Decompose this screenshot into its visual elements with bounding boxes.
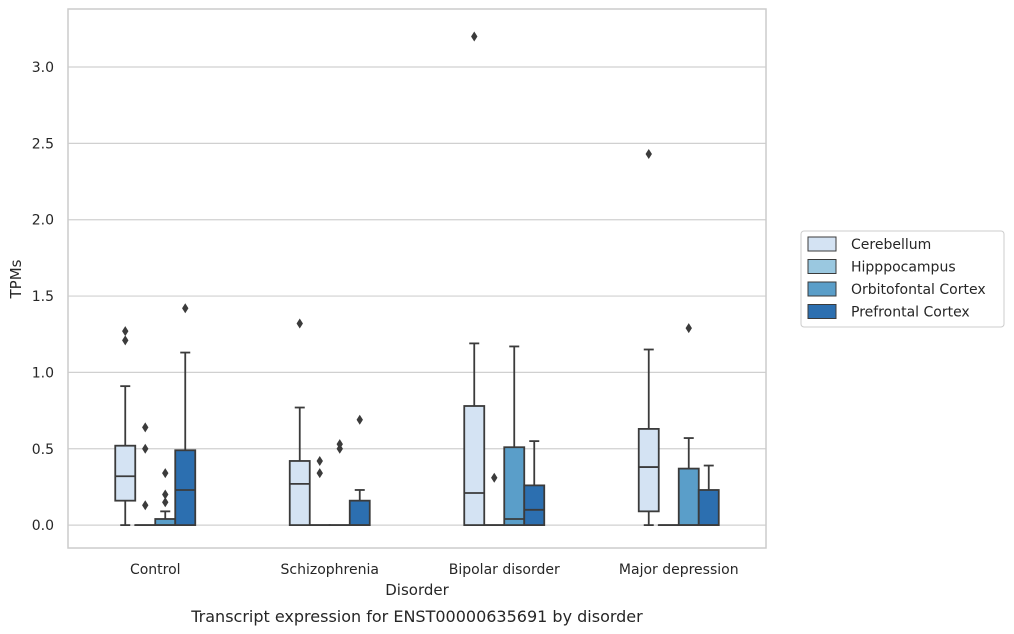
x-tick-label: Control	[130, 562, 181, 578]
y-tick-label: 1.0	[32, 365, 54, 381]
y-axis-title: TPMs	[7, 259, 25, 299]
outlier-point	[336, 439, 343, 450]
box-hipppocampus	[308, 455, 331, 527]
box-series	[114, 31, 720, 527]
legend-label: Orbitofontal Cortex	[851, 282, 986, 298]
box-prefrontal-cortex	[523, 440, 546, 526]
box-cerebellum	[288, 318, 311, 526]
outlier-point	[162, 497, 169, 508]
x-tick-label: Bipolar disorder	[449, 562, 560, 578]
y-tick-label: 0.5	[32, 442, 54, 458]
outlier-point	[142, 443, 149, 454]
outlier-point	[162, 489, 169, 500]
legend-label: Hipppocampus	[851, 260, 956, 276]
outlier-point	[182, 303, 189, 314]
box-iqr	[348, 499, 371, 526]
outlier-point	[296, 318, 303, 329]
outlier-point	[316, 455, 323, 466]
box-iqr	[154, 518, 177, 526]
legend-frame	[800, 230, 1005, 328]
outlier-point	[142, 422, 149, 433]
box-orbitofontal-cortex	[154, 468, 177, 526]
y-tick-label: 3.0	[32, 60, 54, 76]
x-tick-label: Major depression	[619, 562, 739, 578]
x-tick-label: Schizophrenia	[281, 562, 379, 578]
box-orbitofontal-cortex	[677, 323, 700, 526]
box-iqr	[463, 405, 486, 526]
outlier-point	[356, 414, 363, 425]
y-axis-ticks: 0.0 0.5 1.0 1.5 2.0 2.5 3.0	[32, 60, 54, 534]
outlier-point	[122, 335, 129, 346]
plot-area-frame	[67, 8, 767, 549]
box-hipppocampus	[483, 472, 506, 527]
box-prefrontal-cortex	[697, 464, 720, 526]
box-cerebellum	[463, 31, 486, 526]
legend-swatch	[807, 281, 837, 297]
x-axis-ticks: Control Schizophrenia Bipolar disorder Majo…	[130, 562, 739, 578]
outlier-point	[471, 31, 478, 42]
outlier-point	[316, 468, 323, 479]
y-tick-label: 0.0	[32, 518, 54, 534]
x-axis-title: Disorder	[385, 581, 449, 599]
box-cerebellum	[637, 149, 660, 526]
box-hipppocampus	[134, 422, 157, 527]
outlier-point	[491, 472, 498, 483]
legend: Cerebellum Hipppocampus Orbitofontal Corte…	[800, 230, 1005, 328]
box-orbitofontal-cortex	[503, 345, 526, 526]
legend-swatch	[807, 259, 837, 274]
y-tick-label: 2.5	[32, 136, 54, 152]
box-cerebellum	[114, 326, 137, 526]
legend-label: Cerebellum	[851, 237, 931, 253]
box-iqr	[697, 489, 720, 526]
outlier-point	[142, 500, 149, 511]
grid-lines	[68, 66, 766, 526]
y-tick-label: 1.5	[32, 289, 54, 305]
box-prefrontal-cortex	[174, 303, 197, 526]
box-prefrontal-cortex	[348, 414, 371, 526]
box-iqr	[523, 484, 546, 526]
box-iqr	[174, 449, 197, 526]
box-iqr	[288, 460, 311, 526]
outlier-point	[685, 323, 692, 334]
legend-label: Prefrontal Cortex	[851, 305, 970, 321]
box-iqr	[637, 428, 660, 513]
box-iqr	[114, 444, 137, 502]
y-tick-label: 2.0	[32, 213, 54, 229]
outlier-point	[162, 468, 169, 479]
outlier-point	[645, 149, 652, 160]
chart-caption: Transcript expression for ENST0000063569…	[190, 607, 643, 626]
outlier-point	[122, 326, 129, 337]
legend-swatch	[807, 236, 837, 252]
box-iqr	[503, 446, 526, 526]
legend-swatch	[807, 304, 837, 319]
box-iqr	[677, 467, 700, 526]
box-orbitofontal-cortex	[328, 439, 351, 527]
